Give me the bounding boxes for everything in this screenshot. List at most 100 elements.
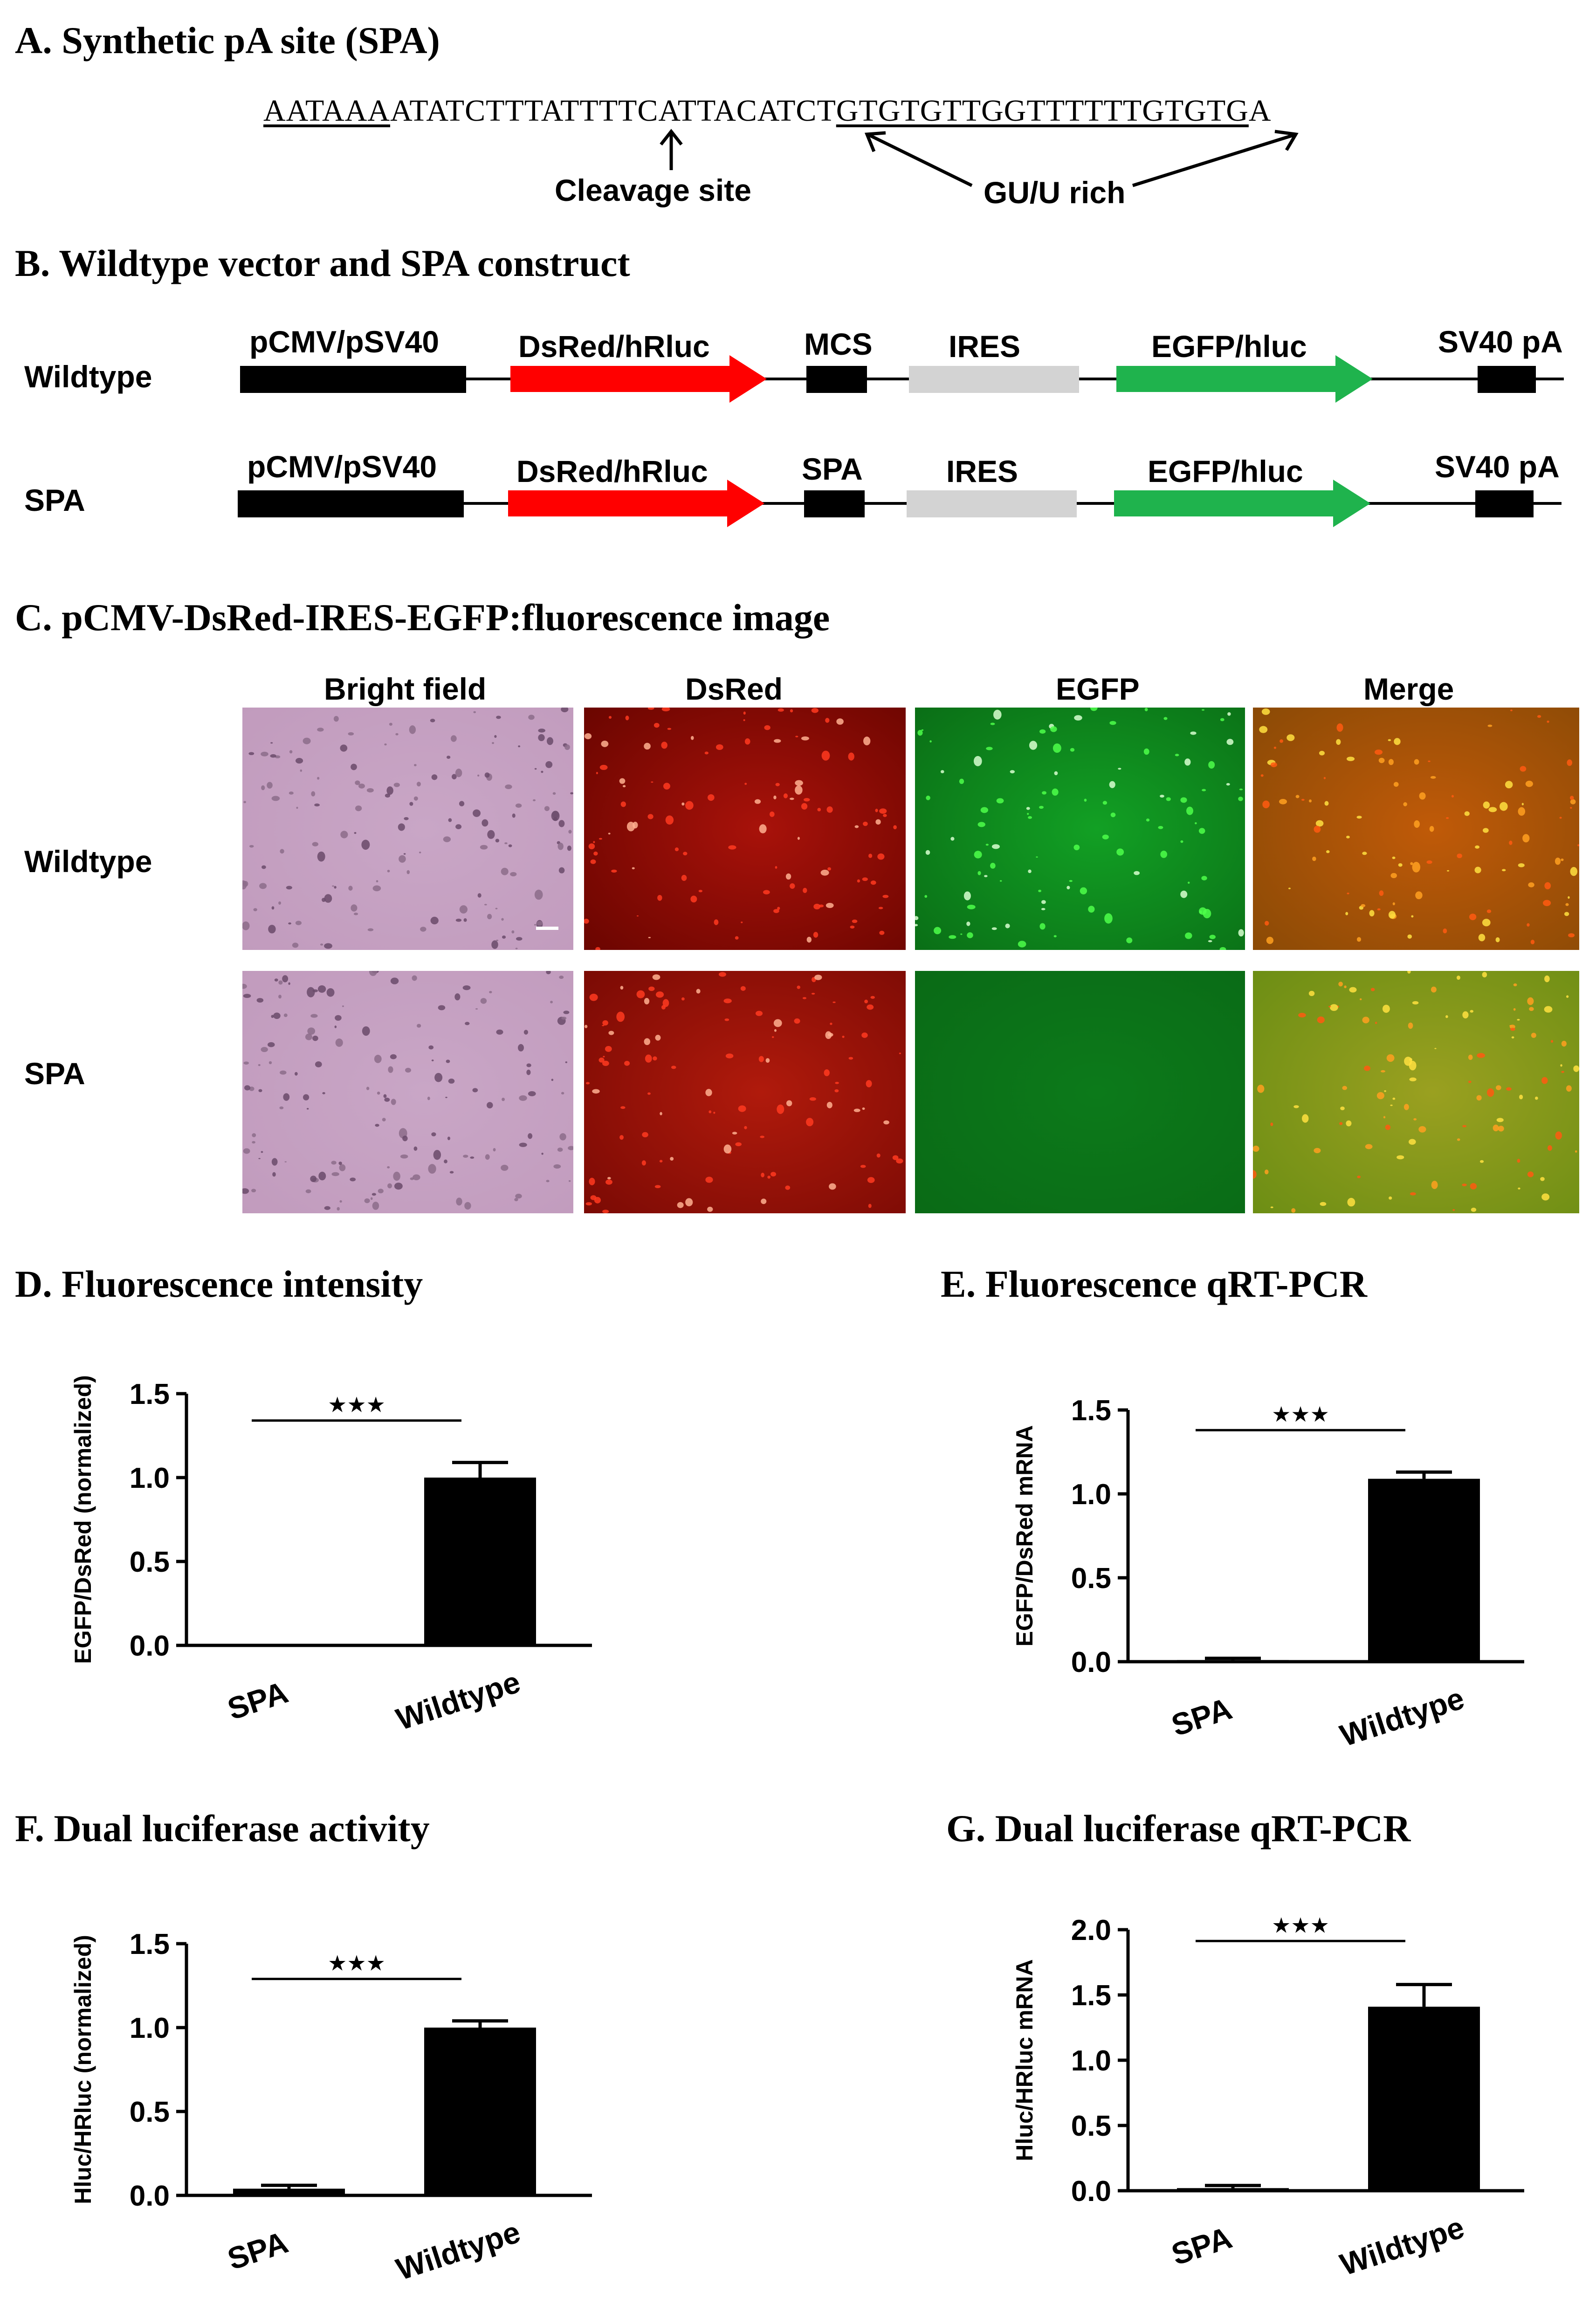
cell-dot	[790, 798, 794, 800]
cell-dot	[896, 1158, 903, 1164]
site-block	[806, 366, 867, 393]
cell-dot	[1088, 906, 1095, 913]
cell-dot	[677, 1202, 684, 1208]
cell-dot	[387, 869, 390, 873]
cell-dot	[593, 841, 595, 843]
cell-dot	[1238, 929, 1244, 937]
cell-dot	[1379, 890, 1384, 896]
cell-dot	[1413, 1118, 1417, 1121]
cell-dot	[1561, 858, 1564, 861]
cell-dot	[1362, 1017, 1369, 1024]
cell-dot	[879, 808, 887, 814]
cell-dot	[534, 889, 543, 900]
cell-dot	[393, 1171, 400, 1181]
panel-c-heading: C. pCMV-DsRed-IRES-EGFP:fluorescence ima…	[15, 596, 830, 639]
category-label: Wildtype	[392, 2214, 524, 2287]
cell-dot	[501, 1164, 509, 1171]
cell-dot	[636, 990, 645, 998]
cell-dot	[1328, 1005, 1331, 1008]
cell-dot	[1498, 1126, 1504, 1132]
cell-dot	[504, 842, 508, 845]
cell-dot	[1541, 1193, 1550, 1201]
cell-dot	[1339, 1122, 1343, 1125]
spa-sequence: AATAAAATATCTTTATTTTCATTACATCTGTGTGTTGGTT…	[263, 93, 1272, 129]
cell-dot	[877, 853, 885, 860]
cell-dot	[249, 845, 254, 848]
cell-dot	[283, 1013, 288, 1018]
cell-dot	[447, 756, 451, 759]
cell-dot	[744, 738, 750, 745]
cell-dot	[1476, 1095, 1482, 1101]
cell-dot	[305, 1189, 311, 1193]
cell-dot	[454, 993, 461, 1001]
cell-dot	[1555, 857, 1561, 865]
cell-dot	[1054, 771, 1058, 776]
cell-dot	[398, 823, 405, 831]
cell-dot	[1347, 892, 1349, 894]
cell-dot	[279, 1106, 284, 1109]
cell-dot	[307, 987, 315, 997]
cell-dot	[1346, 756, 1355, 761]
cell-dot	[1408, 1139, 1416, 1145]
cell-dot	[1478, 934, 1486, 942]
cell-dot	[848, 1057, 853, 1060]
cell-dot	[546, 1180, 550, 1183]
cell-dot	[1412, 862, 1421, 873]
cell-dot	[1388, 759, 1394, 765]
y-tick-label: 1.0	[130, 1462, 170, 1494]
seq-middle: ATATCTTTATTTTCATTACATCT	[390, 94, 836, 128]
cell-dot	[1018, 941, 1026, 948]
cell-dot	[1570, 867, 1578, 876]
cell-dot	[867, 1004, 874, 1010]
category-label: Wildtype	[1336, 1681, 1468, 1753]
cell-dot	[899, 1052, 901, 1054]
cell-dot	[774, 739, 781, 743]
cell-dot	[648, 936, 651, 938]
cell-dot	[1527, 997, 1534, 1005]
cell-dot	[663, 783, 670, 790]
cell-dot	[1547, 1145, 1552, 1151]
cell-dot	[826, 902, 834, 908]
cell-dot	[1377, 908, 1381, 911]
cell-dot	[487, 1102, 493, 1108]
cell-dot	[1069, 880, 1073, 882]
cell-dot	[641, 1160, 646, 1166]
panel-a-heading: A. Synthetic pA site (SPA)	[15, 19, 440, 62]
cell-dot	[317, 728, 324, 732]
cell-dot	[372, 885, 381, 892]
cell-dot	[1519, 1094, 1523, 1100]
cell-dot	[681, 874, 687, 881]
cell-dot	[589, 1177, 595, 1185]
cell-dot	[584, 733, 592, 739]
cell-dot	[892, 1155, 899, 1160]
cell-dot	[704, 751, 709, 755]
cell-dot	[289, 750, 293, 754]
cell-dot	[273, 1012, 281, 1019]
cell-dot	[1163, 717, 1168, 720]
cell-dot	[1349, 987, 1357, 993]
cell-dot	[561, 1092, 564, 1094]
cell-dot	[973, 756, 982, 766]
cell-dot	[473, 809, 481, 817]
cell-dot	[1570, 807, 1572, 809]
cell-dot	[698, 890, 702, 893]
cell-dot	[348, 886, 353, 891]
cell-dot	[1551, 1040, 1554, 1043]
cell-dot	[1403, 802, 1407, 806]
cell-dot	[601, 740, 609, 747]
cell-dot	[1542, 900, 1551, 906]
cell-dot	[1208, 761, 1215, 769]
cell-dot	[427, 1096, 430, 1100]
cell-dot	[390, 1054, 397, 1059]
cell-dot	[760, 1135, 765, 1138]
cell-dot	[528, 1091, 536, 1096]
cell-dot	[448, 818, 452, 822]
cell-dot	[803, 887, 807, 893]
cell-dot	[1378, 757, 1385, 763]
cell-dot	[334, 1025, 337, 1028]
cell-dot	[1464, 811, 1470, 816]
cell-dot	[765, 1058, 770, 1063]
cell-dot	[310, 1176, 317, 1183]
cell-dot	[339, 1200, 342, 1203]
promoter-block	[238, 490, 464, 517]
